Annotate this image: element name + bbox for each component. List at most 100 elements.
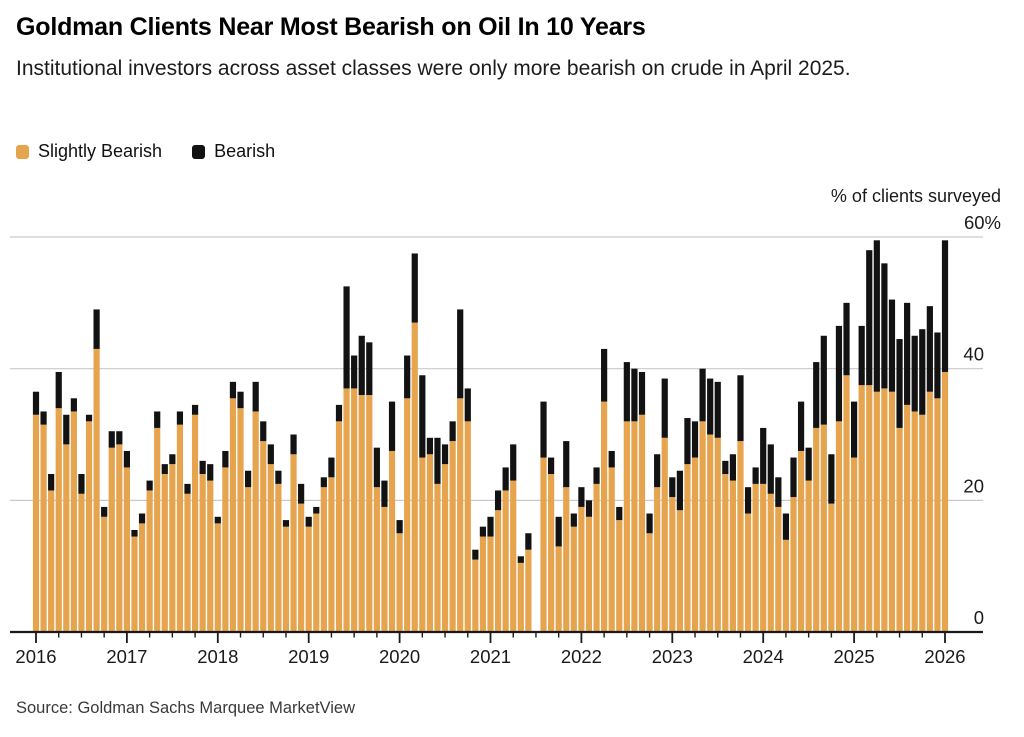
bar-slightly-bearish xyxy=(752,483,759,632)
bar-bearish xyxy=(502,467,509,491)
bar-slightly-bearish xyxy=(881,388,888,632)
chart-area: 60% 40 20 0 % of clients surveyed 2016 2017 201… xyxy=(0,175,1024,685)
bar-slightly-bearish xyxy=(138,523,146,632)
bar-slightly-bearish xyxy=(252,411,259,632)
bar-slightly-bearish xyxy=(669,497,676,632)
bar-slightly-bearish xyxy=(131,536,138,632)
bar-slightly-bearish xyxy=(464,421,471,632)
x-axis-tick-label: 2022 xyxy=(561,646,602,667)
bar-slightly-bearish xyxy=(388,450,396,632)
bar-bearish xyxy=(229,381,237,399)
y-axis-tick-label: 60% xyxy=(964,212,1001,233)
bar-slightly-bearish xyxy=(835,421,843,632)
bar-bearish xyxy=(138,513,146,524)
bar-slightly-bearish xyxy=(866,385,873,632)
bar-bearish xyxy=(176,411,184,425)
bar-bearish xyxy=(858,325,865,386)
slightly-bearish-swatch-icon xyxy=(16,144,29,159)
bar-slightly-bearish xyxy=(199,474,206,632)
bar-slightly-bearish xyxy=(191,414,199,632)
legend-label: Slightly Bearish xyxy=(38,141,163,161)
bar-slightly-bearish xyxy=(426,454,433,632)
bar-slightly-bearish xyxy=(502,490,509,632)
bar-bearish xyxy=(813,362,820,428)
bar-bearish xyxy=(820,335,827,425)
bar-bearish xyxy=(404,355,411,399)
bar-slightly-bearish xyxy=(593,483,600,632)
bar-bearish xyxy=(290,434,297,455)
y-axis-tick-label: 20 xyxy=(963,475,984,496)
x-axis-tick-label: 2023 xyxy=(652,646,693,667)
bar-bearish xyxy=(366,342,373,396)
bar-slightly-bearish xyxy=(911,411,918,632)
bar-bearish xyxy=(146,480,153,491)
bar-bearish xyxy=(585,500,593,517)
x-axis-tick-label: 2020 xyxy=(379,646,420,667)
bar-bearish xyxy=(282,520,290,527)
bar-bearish xyxy=(55,371,62,409)
bar-bearish xyxy=(116,431,123,445)
bar-bearish xyxy=(335,404,343,422)
bar-bearish xyxy=(684,418,691,465)
bar-slightly-bearish xyxy=(32,414,40,632)
bar-slightly-bearish xyxy=(457,398,464,632)
bearish-swatch-icon xyxy=(192,144,206,159)
bar-slightly-bearish xyxy=(108,447,115,632)
bar-bearish xyxy=(313,506,320,514)
source-note: Source: Goldman Sachs Marquee MarketView xyxy=(16,699,356,717)
bar-bearish xyxy=(866,250,873,386)
bar-slightly-bearish xyxy=(176,424,184,632)
bar-bearish xyxy=(828,454,835,504)
bar-slightly-bearish xyxy=(282,526,290,632)
bar-bearish xyxy=(298,483,305,504)
bar-bearish xyxy=(752,467,759,484)
bar-bearish xyxy=(782,513,790,540)
bar-bearish xyxy=(358,335,365,396)
bar-slightly-bearish xyxy=(805,480,812,632)
bar-slightly-bearish xyxy=(760,483,767,632)
bar-slightly-bearish xyxy=(676,510,683,632)
bar-bearish xyxy=(245,470,252,488)
bar-bearish xyxy=(790,457,797,498)
bar-bearish xyxy=(419,375,426,458)
y-axis-tick-label: 40 xyxy=(963,344,984,365)
bar-slightly-bearish xyxy=(729,480,736,632)
bar-bearish xyxy=(676,470,683,511)
bar-slightly-bearish xyxy=(146,490,153,632)
chart-legend: Slightly Bearish Bearish xyxy=(16,141,275,162)
bar-bearish xyxy=(40,411,47,425)
bar-slightly-bearish xyxy=(116,444,123,632)
bar-slightly-bearish xyxy=(623,421,630,632)
bar-bearish xyxy=(479,526,487,537)
bar-slightly-bearish xyxy=(578,506,585,632)
bar-bearish xyxy=(328,457,335,478)
bar-bearish xyxy=(767,444,774,494)
legend-item-bearish: Bearish xyxy=(192,141,275,162)
bar-bearish xyxy=(570,513,577,527)
bar-bearish xyxy=(797,401,805,451)
page-title: Goldman Clients Near Most Bearish on Oil… xyxy=(16,13,646,41)
bar-slightly-bearish xyxy=(896,427,903,632)
bar-slightly-bearish xyxy=(585,516,593,632)
bar-bearish xyxy=(843,302,850,376)
x-axis-tick-label: 2019 xyxy=(288,646,329,667)
bar-bearish xyxy=(775,477,782,507)
bar-slightly-bearish xyxy=(40,424,47,632)
bar-bearish xyxy=(941,240,949,372)
bar-slightly-bearish xyxy=(926,391,933,632)
bar-slightly-bearish xyxy=(941,371,949,632)
bar-bearish xyxy=(616,506,623,521)
bar-slightly-bearish xyxy=(290,454,297,632)
bar-bearish xyxy=(525,533,532,550)
y-axis-tick-label: 0 xyxy=(974,607,984,628)
bar-slightly-bearish xyxy=(851,457,858,632)
bar-slightly-bearish xyxy=(646,533,653,632)
x-axis-tick-label: 2025 xyxy=(834,646,875,667)
bar-slightly-bearish xyxy=(775,506,782,632)
bar-slightly-bearish xyxy=(797,450,805,632)
bar-bearish xyxy=(207,464,214,481)
bar-bearish xyxy=(449,421,456,442)
bar-bearish xyxy=(214,516,221,524)
bar-bearish xyxy=(896,339,903,428)
bar-slightly-bearish xyxy=(381,506,388,632)
